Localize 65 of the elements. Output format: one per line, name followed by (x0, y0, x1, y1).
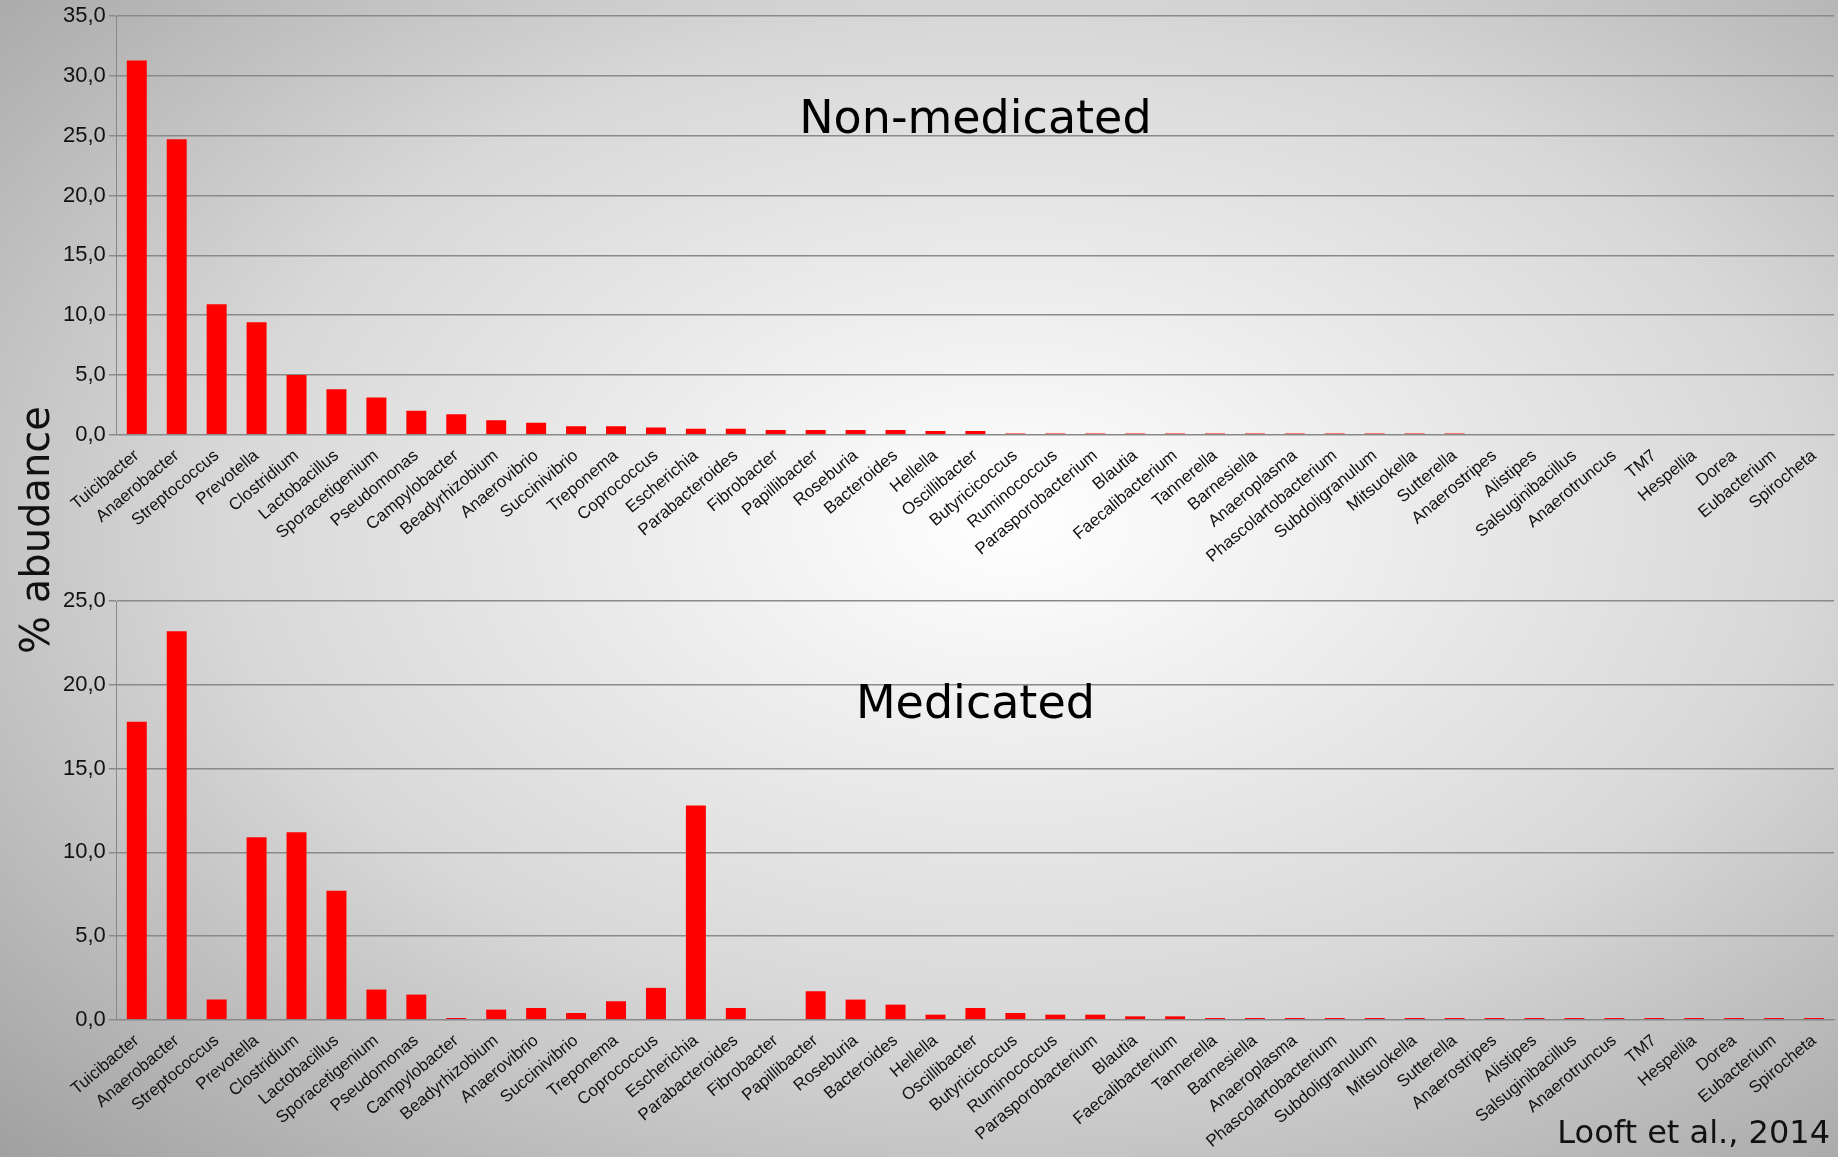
bar (805, 429, 826, 434)
bar (925, 1014, 946, 1019)
text: Looft et al., 2014 (1557, 1113, 1830, 1151)
y-tick-label: 5,0 (75, 360, 106, 386)
bar (366, 397, 387, 434)
bar (246, 322, 267, 434)
bar (566, 1012, 587, 1019)
text: Non-medicated (799, 89, 1152, 144)
y-tick-label: 30,0 (62, 62, 106, 88)
y-tick-label: 25,0 (62, 587, 106, 613)
y-tick-label: 20,0 (62, 670, 106, 696)
bar (486, 1009, 507, 1019)
y-tick-label: 20,0 (62, 181, 106, 207)
bar (965, 1007, 986, 1019)
y-tick-label: 10,0 (62, 301, 106, 327)
bar (725, 1007, 746, 1019)
y-tick-label: 10,0 (62, 838, 106, 864)
y-tick-label: 5,0 (75, 922, 106, 948)
y-tick-label: 35,0 (62, 2, 106, 28)
bar (606, 426, 626, 434)
bar (166, 631, 187, 1019)
bar (1045, 1014, 1066, 1019)
text: Medicated (855, 674, 1095, 729)
bar (845, 429, 866, 434)
y-tick-label: 0,0 (75, 420, 106, 446)
bar (1085, 1014, 1106, 1019)
bar (206, 999, 227, 1019)
bar (1005, 1012, 1026, 1019)
bar (366, 989, 387, 1019)
bar (1125, 1016, 1146, 1019)
y-tick-label: 0,0 (75, 1005, 106, 1031)
bar (166, 139, 187, 434)
bar (406, 994, 427, 1019)
bar (326, 890, 347, 1019)
bar (1165, 1016, 1186, 1019)
y-tick-label: 15,0 (62, 754, 106, 780)
bar (326, 389, 347, 434)
bar (526, 422, 547, 434)
y-axis-title: % abudance (12, 406, 58, 654)
bar (725, 428, 746, 434)
y-tick-label: 25,0 (62, 121, 106, 147)
bar (246, 837, 267, 1019)
bar (206, 304, 227, 434)
bar (965, 431, 986, 434)
bar (685, 428, 706, 434)
bar (845, 999, 866, 1019)
bar (126, 721, 147, 1019)
bar (645, 427, 666, 434)
bar (526, 1007, 547, 1019)
bar (805, 991, 826, 1019)
bar (566, 426, 587, 434)
bar (486, 420, 507, 434)
bar (685, 805, 706, 1019)
bar (286, 832, 307, 1019)
y-tick-label: 15,0 (62, 241, 106, 267)
bar (885, 429, 906, 434)
bar (606, 1001, 626, 1019)
bar (126, 60, 147, 434)
bar (765, 429, 786, 434)
bar (885, 1004, 906, 1019)
bar (925, 431, 946, 434)
bar (645, 987, 666, 1019)
bar (446, 414, 467, 434)
bar (286, 374, 307, 434)
bar (406, 410, 427, 434)
